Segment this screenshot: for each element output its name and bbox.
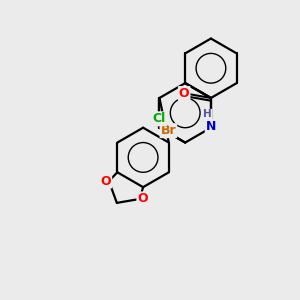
Text: Br: Br (160, 124, 176, 137)
Text: O: O (179, 87, 190, 100)
Text: H: H (203, 109, 212, 119)
Text: N: N (206, 120, 216, 133)
Text: O: O (100, 175, 111, 188)
Text: Cl: Cl (153, 112, 166, 125)
Text: O: O (137, 192, 148, 206)
